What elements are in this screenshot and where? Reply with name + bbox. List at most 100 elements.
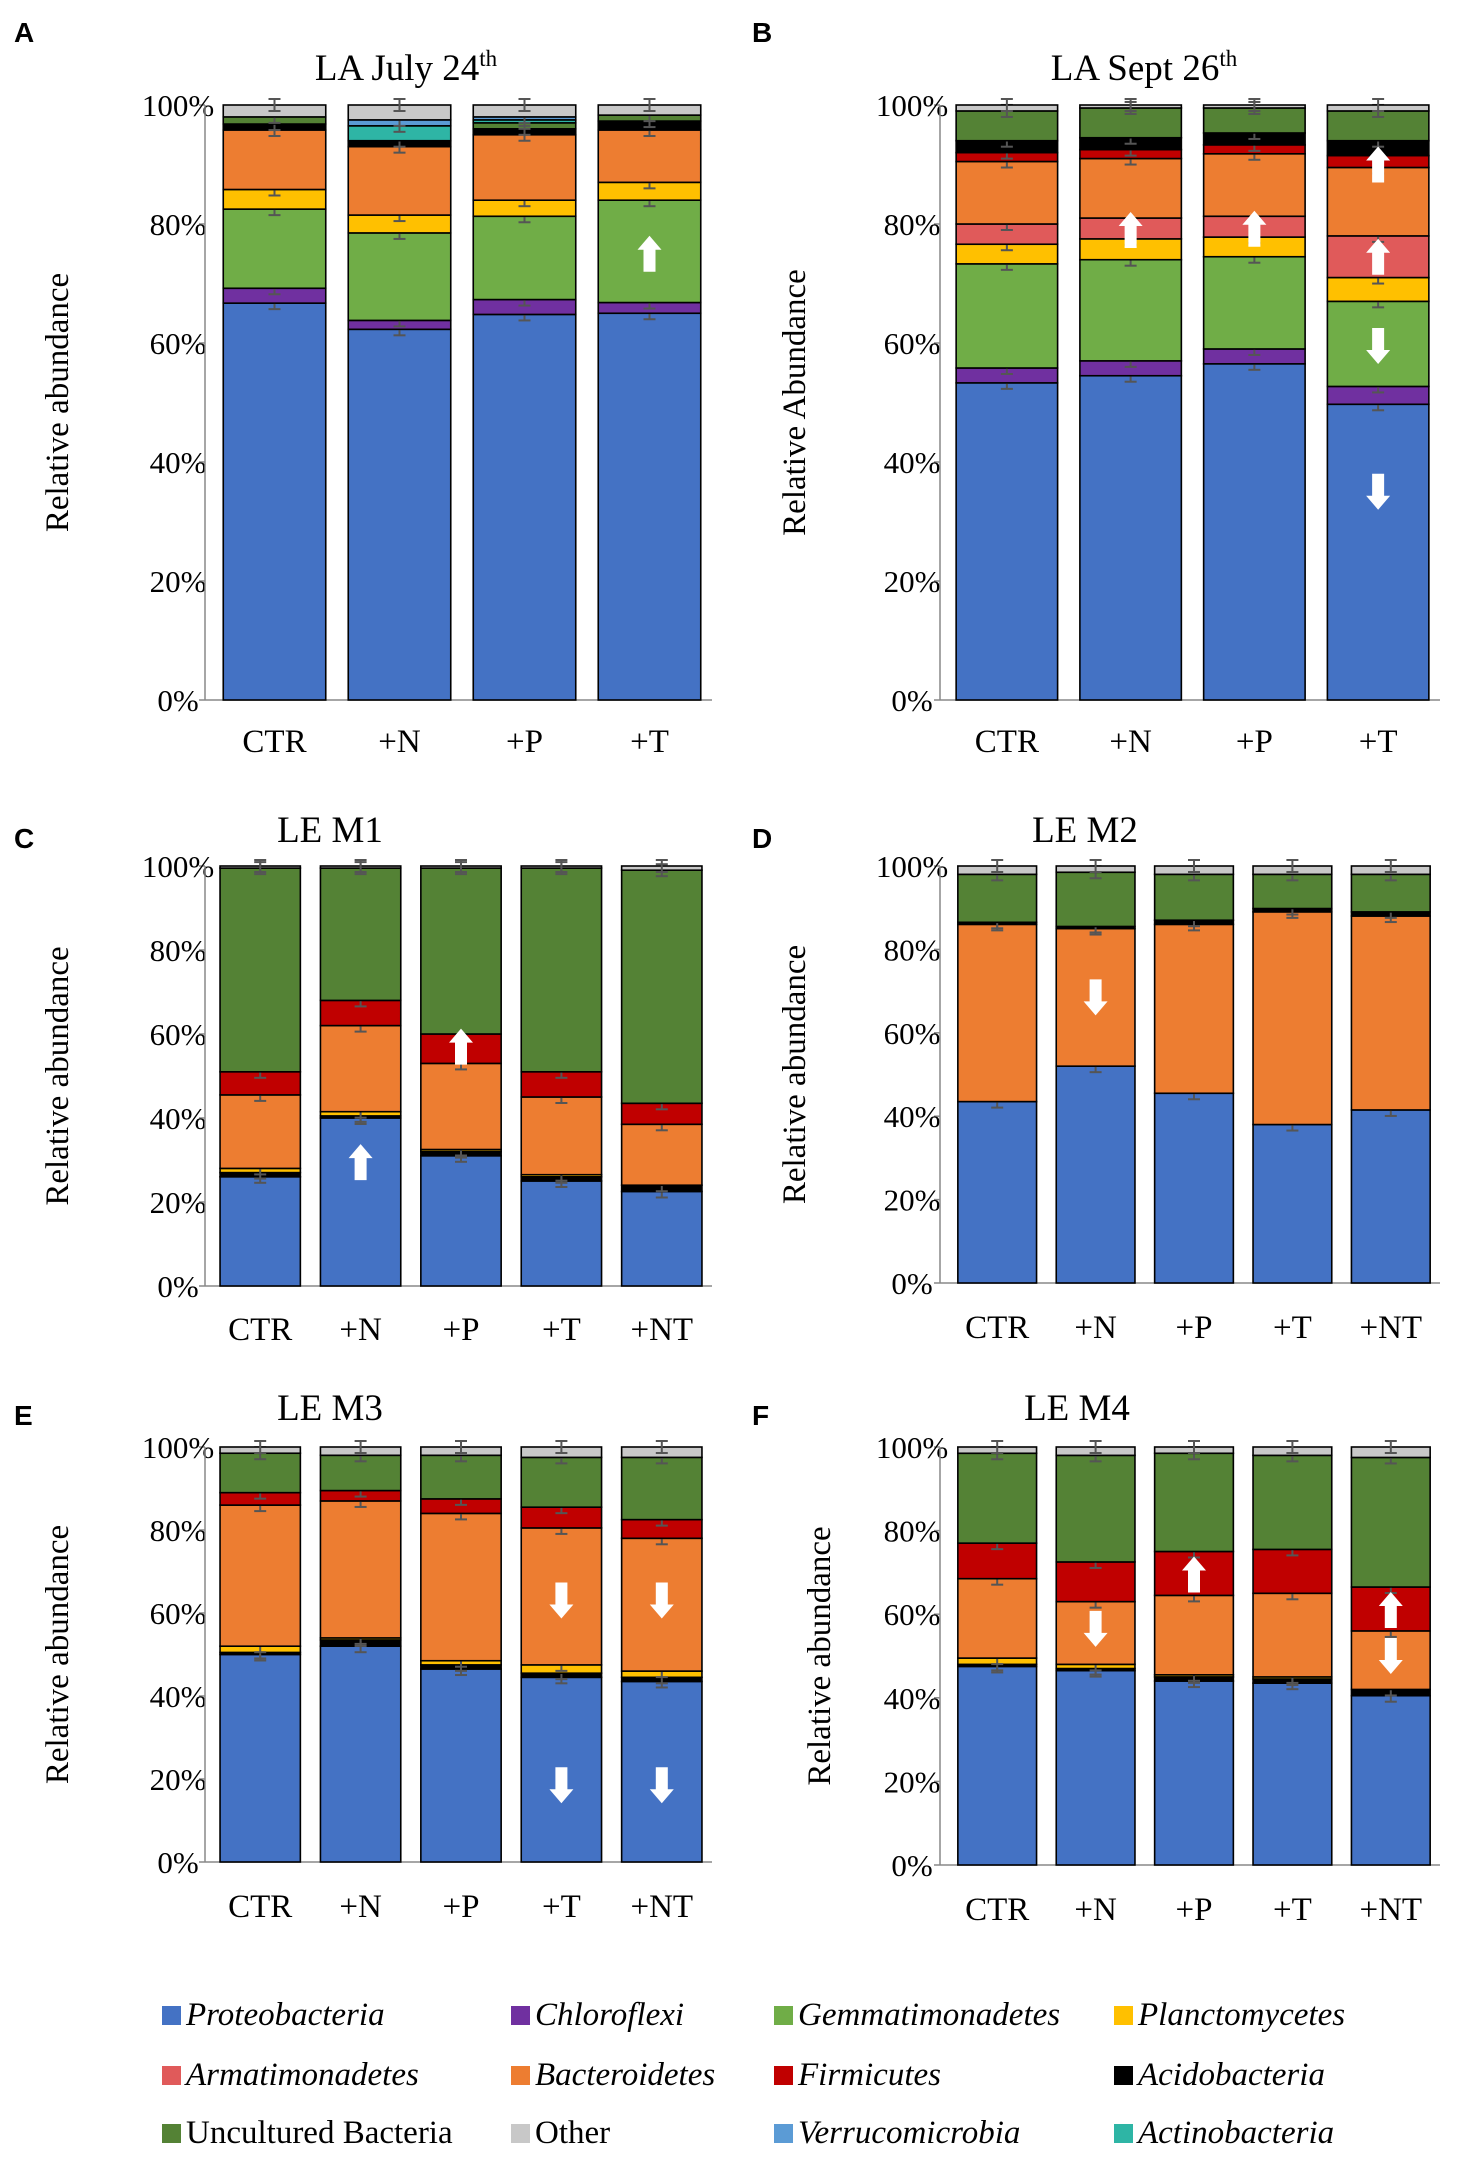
bar-segment-proteobacteria — [1153, 1092, 1235, 1284]
panel-letter: B — [752, 17, 772, 48]
bar-segment-bacteroidetes — [1252, 911, 1333, 1126]
bar-segment-uncultured — [1202, 107, 1306, 134]
bar-segment-bacteroidetes — [957, 1577, 1038, 1659]
y-tick-label: 40% — [884, 1681, 941, 1716]
bar-segment-bacteroidetes — [1153, 1594, 1235, 1676]
x-tick-label: +NT — [630, 1889, 693, 1925]
legend-swatch-chloroflexi — [511, 2006, 530, 2025]
bar-segment-gemmatimonadetes — [472, 215, 577, 301]
legend-swatch-other — [511, 2124, 530, 2143]
bar-segment-uncultured — [1252, 1454, 1333, 1551]
bar-segment-uncultured — [520, 1456, 603, 1508]
bar-segment-bacteroidetes — [219, 1094, 302, 1170]
x-tick-label: +T — [1273, 1310, 1312, 1346]
legend-swatch-gemmatimonadetes — [774, 2006, 793, 2025]
legend-swatch-actinobacteria — [1114, 2124, 1133, 2143]
x-tick-label: +P — [443, 1312, 480, 1348]
x-tick-label: +P — [1176, 1310, 1213, 1346]
bar-segment-proteobacteria — [1326, 403, 1430, 701]
y-tick-label: 100% — [142, 849, 214, 884]
bar-segment-uncultured — [219, 867, 302, 1073]
y-tick-label: 20% — [884, 564, 941, 599]
y-tick-label: 20% — [150, 564, 207, 599]
y-tick-label: 40% — [884, 1099, 941, 1134]
legend-label-verrucomicrobia: Verrucomicrobia — [798, 2115, 1020, 2151]
arrow-down-icon — [1083, 1610, 1108, 1647]
x-tick-label: +T — [542, 1889, 581, 1925]
bar-segment-proteobacteria — [347, 328, 452, 701]
x-tick-label: +T — [542, 1312, 581, 1348]
x-tick-label: +T — [630, 724, 669, 760]
bar-segment-proteobacteria — [520, 1180, 603, 1287]
legend-label-armatimonadetes: Armatimonadetes — [184, 2057, 419, 2093]
x-tick-label: CTR — [965, 1892, 1029, 1928]
legend-label-planctomycetes: Planctomycetes — [1137, 1997, 1345, 2033]
legend-swatch-firmicutes — [774, 2066, 793, 2085]
bar-segment-proteobacteria — [1252, 1682, 1333, 1866]
arrow-down-icon — [1366, 473, 1391, 510]
arrow-down-icon — [1366, 327, 1391, 364]
chart-title-main: LE M3 — [277, 1388, 383, 1429]
bar-segment-bacteroidetes — [222, 129, 327, 191]
bar-segment-proteobacteria — [1055, 1065, 1136, 1284]
y-tick-label: 60% — [884, 1597, 941, 1632]
y-tick-label: 40% — [150, 445, 207, 480]
x-tick-label: +N — [339, 1312, 382, 1348]
legend-label-uncultured: Uncultured Bacteria — [186, 2115, 453, 2151]
bar-segment-proteobacteria — [957, 1100, 1038, 1284]
legend-label-gemmatimonadetes: Gemmatimonadetes — [798, 1997, 1060, 2033]
legend-label-proteobacteria: Proteobacteria — [185, 1997, 385, 2033]
y-tick-label: 80% — [150, 933, 207, 968]
legend-label-bacteroidetes: Bacteroidetes — [535, 2057, 715, 2093]
y-tick-label: 40% — [884, 445, 941, 480]
bar-segment-bacteroidetes — [1079, 157, 1183, 219]
bar-segment-proteobacteria — [1055, 1669, 1136, 1866]
arrow-up-icon — [1366, 146, 1391, 183]
chart-title-main: LE M1 — [277, 810, 383, 851]
x-tick-label: CTR — [975, 724, 1039, 760]
arrow-down-icon — [649, 1767, 674, 1804]
chart-title: LE M4 — [1024, 1388, 1130, 1429]
chart-title-main: LE M2 — [1032, 810, 1138, 851]
arrow-up-icon — [1378, 1592, 1403, 1629]
y-axis-label: Relative abundance — [777, 945, 813, 1204]
panel-letter: E — [14, 1400, 33, 1431]
bar-segment-proteobacteria — [472, 313, 577, 701]
panel-letter: D — [752, 823, 772, 854]
chart-title-superscript: th — [1219, 46, 1237, 71]
legend-swatch-planctomycetes — [1114, 2006, 1133, 2025]
y-tick-label: 0% — [157, 1269, 198, 1304]
y-tick-label: 0% — [157, 683, 198, 718]
bar-segment-gemmatimonadetes — [222, 208, 327, 290]
legend-swatch-acidobacteria — [1114, 2066, 1133, 2085]
y-tick-label: 40% — [150, 1679, 207, 1714]
y-tick-label: 80% — [884, 932, 941, 967]
bar-segment-proteobacteria — [219, 1176, 302, 1287]
arrow-up-icon — [1366, 238, 1391, 275]
bar-segment-bacteroidetes — [1153, 923, 1235, 1095]
x-tick-label: +P — [1236, 724, 1273, 760]
arrow-up-icon — [348, 1144, 373, 1181]
x-tick-label: +P — [1176, 1892, 1213, 1928]
y-tick-label: 100% — [142, 88, 214, 123]
bar-segment-proteobacteria — [222, 302, 327, 701]
y-tick-label: 20% — [884, 1183, 941, 1218]
bar-segment-bacteroidetes — [955, 160, 1059, 225]
y-tick-label: 100% — [876, 849, 948, 884]
bar-segment-bacteroidetes — [620, 1123, 703, 1187]
bar-segment-proteobacteria — [219, 1653, 302, 1863]
y-tick-label: 20% — [150, 1762, 207, 1797]
legend-label-chloroflexi: Chloroflexi — [535, 1997, 684, 2033]
chart-title-main: LE M4 — [1024, 1388, 1130, 1429]
bar-segment-bacteroidetes — [472, 133, 577, 201]
y-tick-label: 100% — [142, 1430, 214, 1465]
y-axis-label: Relative abundance — [40, 1525, 76, 1784]
chart-panel-a: A LA July 24th Relative abundance 0% 20% 40% 6… — [14, 17, 712, 760]
y-tick-label: 40% — [150, 1101, 207, 1136]
y-tick-label: 0% — [157, 1845, 198, 1880]
bar-segment-uncultured — [1055, 871, 1136, 928]
bar-segment-uncultured — [1350, 1456, 1431, 1588]
arrow-down-icon — [549, 1582, 574, 1619]
legend-swatch-proteobacteria — [162, 2006, 181, 2025]
